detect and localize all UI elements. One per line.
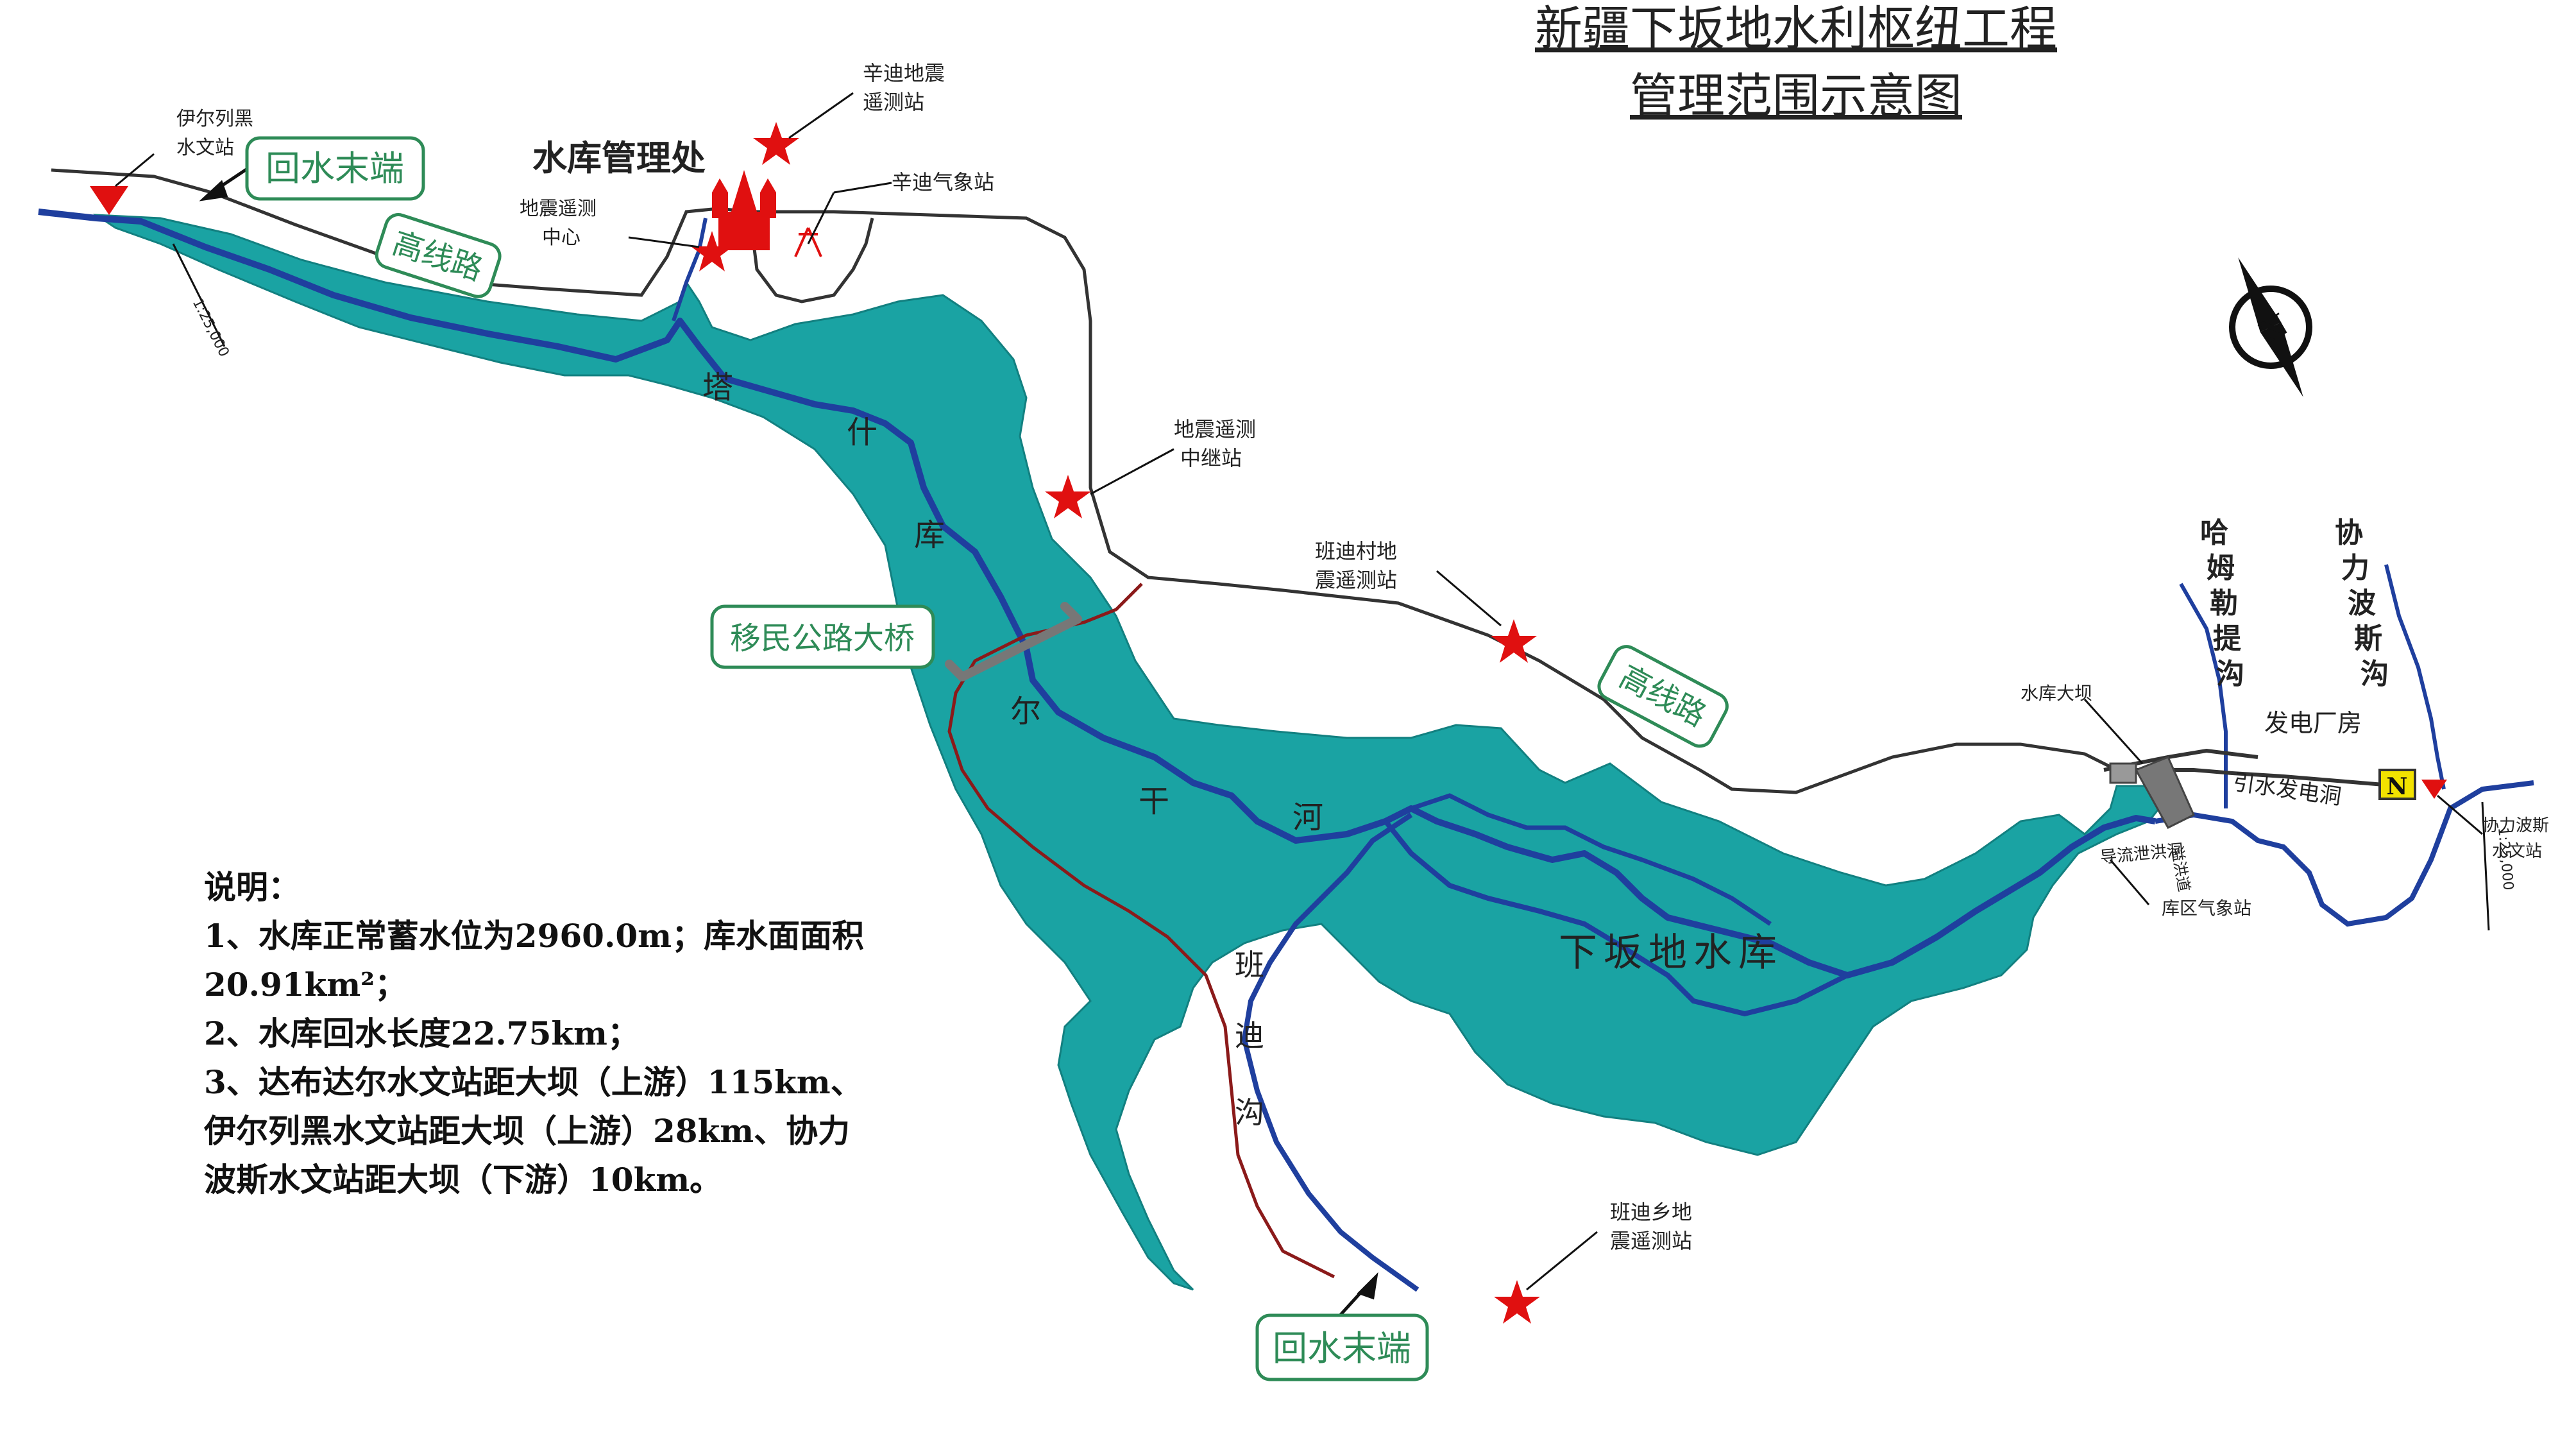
power-house-icon: N	[2378, 769, 2416, 800]
star-markers	[691, 122, 1540, 1324]
map-notes: 说明： 1、水库正常蓄水位为2960.0m；库水面面积 20.91km²； 2、…	[204, 863, 974, 1204]
notes-item-1b: 20.91km²；	[204, 966, 407, 1004]
map-title-line1: 新疆下坂地水利枢纽工程	[1535, 1, 2057, 56]
svg-text:N: N	[2387, 773, 2408, 800]
reservoir-office-icon	[712, 170, 776, 250]
notes-item-3b: 伊尔列黑水文站距大坝（上游）28km、协力	[204, 1112, 851, 1150]
star-bandi-township	[1494, 1280, 1540, 1324]
river-char-6: 河	[1292, 799, 1323, 835]
label-box-backwater-south: 回水末端	[1255, 1313, 1429, 1381]
hamulet-char-2: 姆	[2207, 552, 2235, 585]
station-yierliehei-icon	[90, 186, 128, 215]
reservoir-weather-label: 库区气象站	[2162, 898, 2251, 919]
xielibosi-gully-river	[2384, 564, 2446, 790]
river-char-3: 库	[914, 517, 945, 553]
office-creek	[672, 218, 708, 321]
reservoir-channel-3	[1410, 793, 1772, 926]
bandi-village-label-2: 震遥测站	[1315, 568, 1397, 592]
downstream-river	[2155, 780, 2534, 927]
xielibosi-char-2: 力	[2341, 552, 2369, 585]
hamulet-char-4: 提	[2213, 622, 2241, 655]
notes-item-1a: 1、水库正常蓄水位为2960.0m；库水面面积	[204, 917, 865, 955]
north-arrow-icon: N	[2229, 257, 2312, 397]
bandi-gully-river	[1241, 812, 1419, 1292]
highway-road	[51, 168, 2118, 794]
notes-item-3c: 波斯水文站距大坝（下游）10km。	[204, 1161, 722, 1199]
hamulet-char-3: 勒	[2210, 587, 2238, 620]
river-char-4: 尔	[1010, 694, 1041, 730]
migrant-highway-bridge	[945, 602, 1082, 681]
xielibosi-station-label-1: 协力波斯	[2482, 816, 2549, 835]
xindi-weather-label: 辛迪气象站	[892, 170, 994, 194]
xindi-seismic-label-1: 辛迪地震	[863, 61, 945, 85]
label-box-highway-east: 高线路	[1597, 645, 1729, 748]
seismic-center-label-1: 地震遥测	[520, 198, 597, 220]
reservoir-channel-2	[1383, 819, 1849, 1017]
star-seismic-center	[691, 231, 733, 271]
river-char-2: 什	[847, 414, 877, 450]
weather-station-icon	[794, 227, 822, 257]
leader-lines	[115, 92, 2483, 1291]
bandi-road	[947, 583, 1335, 1279]
bandigou-char-1: 班	[1235, 948, 1264, 982]
notes-item-3a: 3、达布达尔水文站距大坝（上游）115km、	[204, 1063, 863, 1101]
yierliehei-label-1: 伊尔列黑	[176, 108, 253, 130]
tashkurgan-river	[38, 209, 2156, 978]
station-xielibosi-icon	[2421, 780, 2447, 799]
access-road-east	[2117, 768, 2400, 788]
bandigou-char-2: 迪	[1235, 1018, 1264, 1053]
xielibosi-char-4: 斯	[2354, 622, 2382, 655]
spillway-label: 溢洪道	[2167, 844, 2193, 893]
label-box-bridge: 移民公路大桥	[710, 604, 935, 669]
notes-heading: 说明：	[204, 868, 300, 906]
office-loop-road	[749, 218, 874, 303]
backwater-end-south-label: 回水末端	[1273, 1328, 1411, 1369]
reservoir-name-label: 下坂地水库	[1559, 930, 1783, 975]
reservoir-office-label: 水库管理处	[532, 138, 706, 178]
xielibosi-char-1: 协	[2335, 517, 2363, 549]
star-xindi-seismic	[753, 122, 799, 165]
seismic-center-label-2: 中心	[542, 226, 580, 249]
hamulet-char-1: 哈	[2200, 517, 2228, 549]
dam-label: 水库大坝	[2021, 683, 2092, 704]
xielibosi-char-3: 波	[2348, 587, 2376, 620]
dam-icon	[2109, 756, 2195, 829]
bandi-township-label-1: 班迪乡地	[1610, 1200, 1692, 1224]
star-bandi-village	[1491, 619, 1537, 663]
map-title-line2: 管理范围示意图	[1630, 69, 1962, 124]
hamulet-gully-river	[2179, 583, 2228, 808]
bandi-township-label-2: 震遥测站	[1610, 1229, 1692, 1253]
scale-label-upstream: 1:25,000	[189, 296, 232, 359]
seismic-relay-label-1: 地震遥测	[1174, 417, 1256, 441]
power-house-label: 发电厂房	[2264, 709, 2362, 737]
xindi-seismic-label-2: 遥测站	[863, 90, 924, 114]
bridge-label: 移民公路大桥	[730, 620, 915, 656]
hamulet-char-5: 沟	[2216, 658, 2244, 690]
bandigou-char-3: 沟	[1235, 1095, 1264, 1130]
yierliehei-label-2: 水文站	[176, 137, 234, 159]
river-char-1: 塔	[702, 370, 733, 406]
star-seismic-relay	[1045, 475, 1091, 518]
backwater-end-west-label: 回水末端	[266, 148, 404, 189]
river-char-5: 干	[1139, 783, 1169, 819]
label-box-backwater-west: 回水末端	[245, 136, 425, 201]
bandi-village-label-1: 班迪村地	[1315, 539, 1397, 563]
xielibosi-station-label-2: 水文站	[2492, 842, 2542, 861]
seismic-relay-label-2: 中继站	[1180, 446, 1242, 470]
xielibosi-char-5: 沟	[2360, 658, 2389, 690]
reservoir-area	[92, 214, 2163, 1291]
notes-item-2: 2、水库回水长度22.75km；	[204, 1014, 640, 1052]
